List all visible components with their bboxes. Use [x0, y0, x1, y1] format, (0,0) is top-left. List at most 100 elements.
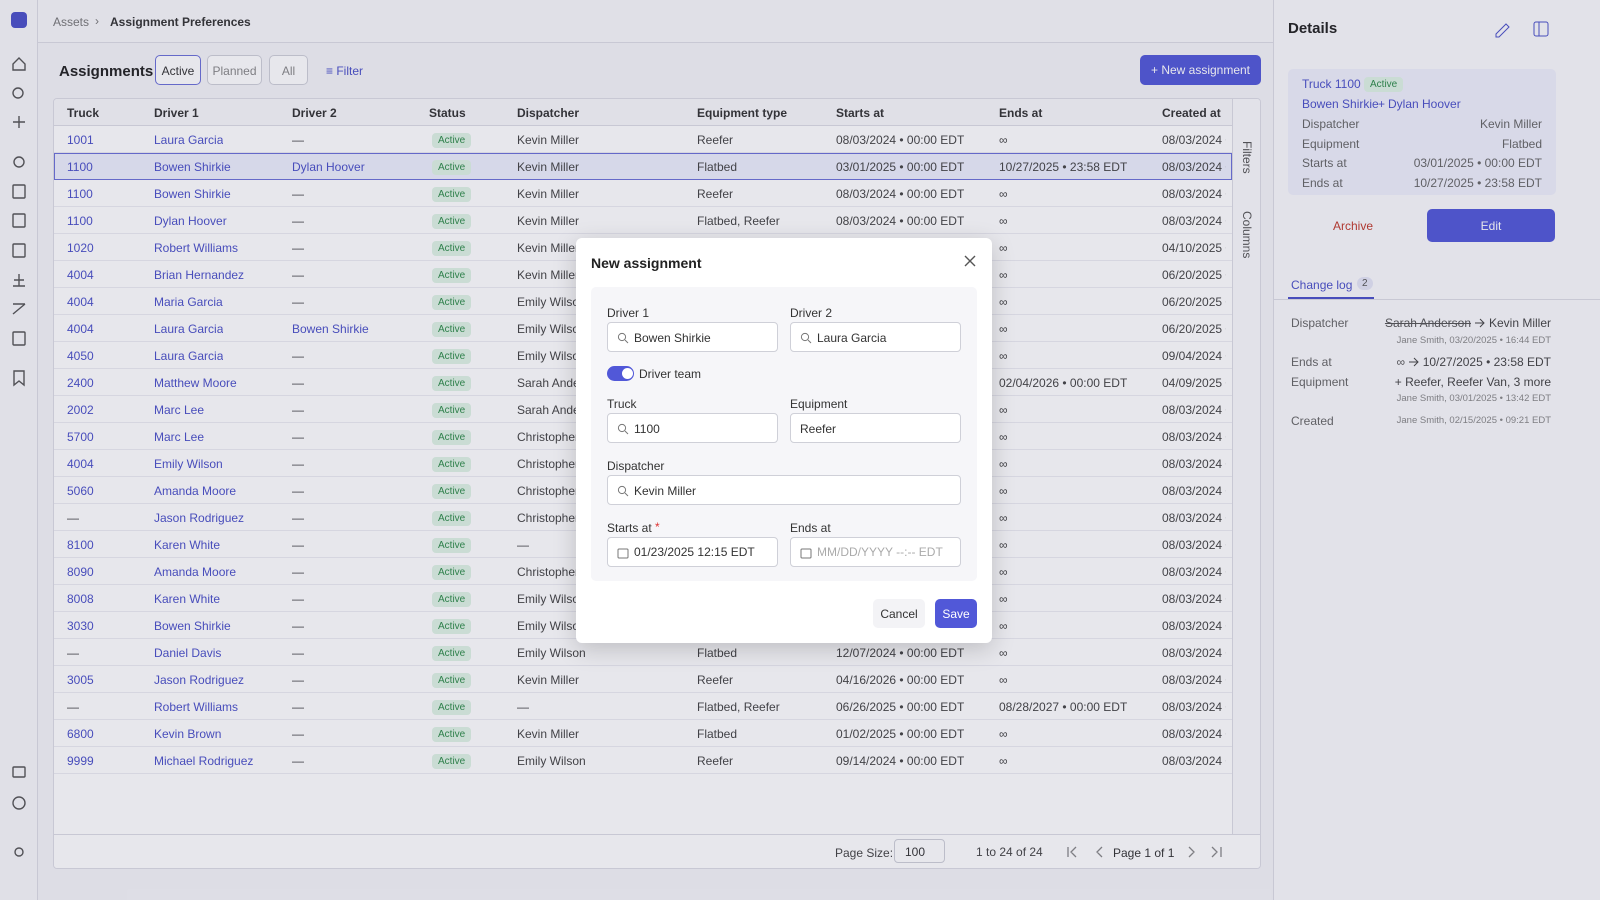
table-cell[interactable]: Robert Williams	[154, 241, 239, 255]
add-icon[interactable]	[13, 116, 25, 128]
new-assignment-label[interactable]: New assignment	[1161, 63, 1251, 77]
table-row[interactable]	[54, 639, 1232, 666]
table-cell[interactable]: Emily Wilson	[154, 457, 223, 471]
input[interactable]	[790, 537, 961, 567]
table-cell[interactable]: Jason Rodriguez	[154, 511, 245, 525]
card-driver[interactable]: Bowen Shirkie	[1302, 97, 1379, 111]
table-cell[interactable]: 4004	[67, 322, 94, 336]
table-cell[interactable]: Karen White	[154, 592, 221, 606]
table-cell[interactable]: 2400	[67, 376, 94, 390]
table-cell[interactable]: Bowen Shirkie	[154, 160, 231, 174]
table-row[interactable]	[54, 207, 1232, 234]
list-icon[interactable]	[12, 213, 26, 228]
edit-button[interactable]: Edit	[1427, 209, 1555, 242]
change-log-tab[interactable]: Change log	[1291, 278, 1353, 292]
table-cell[interactable]: Matthew Moore	[154, 376, 237, 390]
input[interactable]	[607, 475, 961, 505]
table-cell[interactable]: Bowen Shirkie	[154, 619, 231, 633]
column-header[interactable]: Created at	[1162, 106, 1221, 120]
card-truck[interactable]: Truck 1100	[1302, 77, 1361, 91]
table-cell[interactable]: 5060	[67, 484, 94, 498]
input[interactable]	[607, 322, 778, 352]
column-header[interactable]: Equipment type	[697, 106, 788, 120]
table-cell[interactable]: 8090	[67, 565, 94, 579]
cancel-button[interactable]: Cancel	[873, 599, 925, 628]
table-cell[interactable]: 1100	[67, 160, 93, 174]
home-icon[interactable]	[12, 57, 26, 71]
page-size-select[interactable]: 100	[894, 839, 945, 863]
column-header[interactable]: Status	[429, 106, 466, 120]
edit-label[interactable]: Edit	[1480, 219, 1502, 233]
truck-icon[interactable]	[12, 303, 26, 315]
bookmark-icon[interactable]	[13, 370, 25, 387]
table-cell[interactable]: Amanda Moore	[154, 484, 237, 498]
input[interactable]	[607, 413, 778, 443]
table-row[interactable]	[54, 720, 1232, 747]
table-cell[interactable]: 5700	[67, 430, 94, 444]
tab[interactable]: Planned	[207, 55, 262, 85]
filter-button[interactable]: ≡ Filter	[326, 64, 364, 78]
save-button[interactable]: Save	[935, 599, 977, 628]
input[interactable]	[607, 537, 778, 567]
table-cell[interactable]: Amanda Moore	[154, 565, 237, 579]
table-row[interactable]	[54, 666, 1232, 693]
table-cell[interactable]: Dylan Hoover	[292, 160, 365, 174]
filter-label[interactable]: Filter	[336, 64, 364, 78]
column-header[interactable]: Ends at	[999, 106, 1043, 120]
table-cell[interactable]: 3005	[67, 673, 94, 687]
help-icon[interactable]	[12, 796, 26, 810]
column-header[interactable]: Dispatcher	[517, 106, 580, 120]
table-cell[interactable]: 8008	[67, 592, 94, 606]
details-actions[interactable]	[1274, 8, 1600, 48]
table-cell[interactable]: Marc Lee	[154, 403, 205, 417]
column-header[interactable]: Truck	[67, 106, 100, 120]
archive-button[interactable]: Archive	[1333, 219, 1374, 233]
table-cell[interactable]: 3030	[67, 619, 94, 633]
table-cell[interactable]: 1100	[67, 187, 93, 201]
org-icon[interactable]	[13, 274, 25, 287]
table-cell[interactable]: Jason Rodriguez	[154, 673, 245, 687]
tab[interactable]: Active	[155, 55, 201, 85]
selected-row[interactable]	[54, 153, 1232, 180]
table-cell[interactable]: 2002	[67, 403, 94, 417]
table-cell[interactable]: 6800	[67, 727, 94, 741]
table-row[interactable]	[54, 747, 1232, 774]
table-cell[interactable]: Laura Garcia	[154, 133, 224, 147]
table-cell[interactable]: Daniel Davis	[154, 646, 222, 660]
chat-icon[interactable]	[12, 766, 26, 778]
input[interactable]	[790, 413, 961, 443]
table-cell[interactable]: Brian Hernandez	[154, 268, 245, 282]
table-cell[interactable]: 9999	[67, 754, 94, 768]
table-row[interactable]	[54, 693, 1232, 720]
table-cell[interactable]: Dylan Hoover	[154, 214, 227, 228]
table-row[interactable]	[54, 126, 1232, 153]
table-cell[interactable]: 1001	[67, 133, 94, 147]
column-header[interactable]: Starts at	[836, 106, 885, 120]
table-cell[interactable]: Maria Garcia	[154, 295, 223, 309]
close-button[interactable]	[964, 255, 976, 267]
table-cell[interactable]: 4004	[67, 457, 94, 471]
logo[interactable]	[11, 12, 27, 28]
table-cell[interactable]: 4004	[67, 268, 94, 282]
table-cell[interactable]: 4004	[67, 295, 94, 309]
tools-icon[interactable]	[12, 331, 26, 346]
breadcrumb-link[interactable]: Assets	[53, 15, 90, 29]
tab[interactable]: All	[269, 55, 308, 85]
table-cell[interactable]: Marc Lee	[154, 430, 205, 444]
column-header[interactable]: Driver 1	[154, 106, 199, 120]
table-cell[interactable]: Laura Garcia	[154, 349, 224, 363]
table-cell[interactable]: Karen White	[154, 538, 221, 552]
table-cell[interactable]: 4050	[67, 349, 94, 363]
search-icon[interactable]	[12, 87, 24, 99]
book-icon[interactable]	[12, 243, 26, 258]
input[interactable]	[790, 322, 961, 352]
docs-icon[interactable]	[12, 184, 26, 199]
table-cell[interactable]: Robert Williams	[154, 700, 239, 714]
user-icon[interactable]	[14, 847, 24, 857]
table-cell[interactable]: Laura Garcia	[154, 322, 224, 336]
table-cell[interactable]: Bowen Shirkie	[154, 187, 231, 201]
card-driver[interactable]: Dylan Hoover	[1388, 97, 1461, 111]
pager-arrows[interactable]	[1062, 842, 1232, 862]
table-row[interactable]	[54, 180, 1232, 207]
new-assignment-button[interactable]: + New assignment	[1140, 55, 1261, 85]
